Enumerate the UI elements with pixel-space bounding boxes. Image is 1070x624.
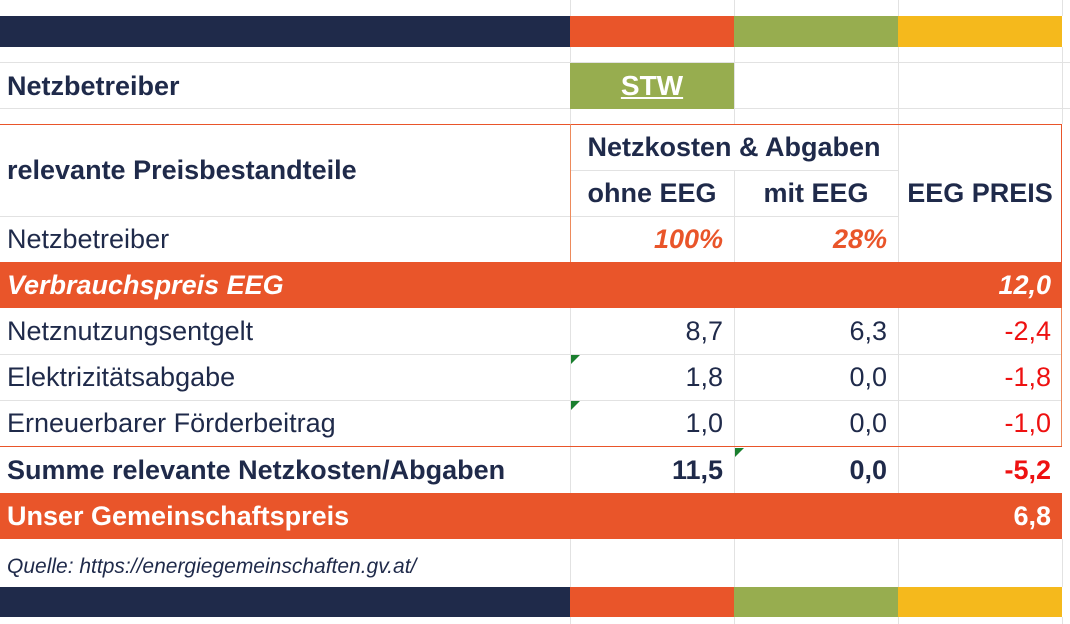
frame-line-right-rows [1061,308,1062,446]
grid-h-108 [0,108,1070,109]
grid-v-898-s [898,447,899,493]
gemeinschaftspreis-bar [0,493,1062,539]
section-label: relevante Preisbestandteile [7,154,357,185]
top-bar-orange [570,16,734,47]
grid-v-570 [570,0,571,16]
sum-value-mit: 0,0 [849,454,887,485]
bottom-bar-yellow [898,587,1062,617]
cell-comment-marker [571,401,580,410]
verbrauchspreis-value: 12,0 [998,269,1051,300]
grid-v-1062-c [1062,539,1063,587]
grid-h-216 [0,216,898,217]
grid-v-734-d [734,617,735,624]
cell-comment-marker [735,448,744,457]
grid-v-570-r [570,308,571,446]
share-ohne-eeg: 100% [653,223,723,254]
group-header-netzkosten: Netzkosten & Abgaben [587,131,881,162]
netzbetreiber-value-link[interactable]: STW [620,70,684,101]
grid-h-170 [570,170,898,171]
grid-v-734-b [734,47,735,124]
row-value-eeg: -2,4 [1004,315,1051,346]
row-value-ohne: 1,8 [685,361,723,392]
col-header-ohne-eeg: ohne EEG [587,177,717,208]
sum-label: Summe relevante Netzkosten/Abgaben [7,454,506,485]
grid-v-898-d [898,617,899,624]
netzbetreiber-label: Netzbetreiber [7,70,180,101]
grid-v-1062-d [1062,617,1063,624]
row-value-eeg: -1,0 [1004,407,1051,438]
sum-value-eeg: -5,2 [1004,454,1051,485]
grid-v-898-t [898,124,899,262]
row-label: Elektrizitätsabgabe [7,361,236,392]
grid-v-734-s [734,447,735,493]
netzbetreiber-value-cell[interactable]: STW [570,63,734,109]
row-value-mit: 0,0 [849,361,887,392]
grid-h-354 [0,354,1062,355]
grid-v-570-d [570,617,571,624]
grid-v-898-b [898,47,899,124]
share-label: Netzbetreiber [7,223,170,254]
col-header-eeg-preis: EEG PREIS [907,177,1053,208]
row-value-ohne: 1,0 [685,407,723,438]
bottom-bar-green [734,587,898,617]
share-mit-eeg: 28% [832,223,887,254]
sum-row-top-border [0,446,1062,447]
grid-v-734-r [734,308,735,446]
row-label: Netznutzungsentgelt [7,315,254,346]
cell-comment-marker [571,355,580,364]
grid-h-400 [0,400,1062,401]
row-value-ohne: 8,7 [685,315,723,346]
verbrauchspreis-bar [0,262,1062,308]
frame-line-v-570 [570,124,571,262]
sum-value-ohne: 11,5 [671,454,723,485]
grid-v-1062 [1062,0,1063,16]
grid-v-898 [898,0,899,16]
grid-v-898-c [898,539,899,587]
row-value-mit: 0,0 [849,407,887,438]
gemeinschaftspreis-value: 6,8 [1013,500,1051,531]
top-bar-yellow [898,16,1062,47]
bottom-bar-orange [570,587,734,617]
grid-h-62 [0,62,1070,63]
grid-v-734-c [734,539,735,587]
col-header-mit-eeg: mit EEG [763,177,869,208]
grid-v-570-s [570,447,571,493]
bottom-bar-navy [0,587,570,617]
table-frame [0,124,1062,262]
gemeinschaftspreis-label: Unser Gemeinschaftspreis [7,500,350,531]
row-value-eeg: -1,8 [1004,361,1051,392]
grid-v-1062-b [1062,47,1063,124]
grid-v-570-c [570,539,571,587]
row-value-mit: 6,3 [849,315,887,346]
grid-v-734 [734,0,735,16]
top-bar-navy [0,16,570,47]
top-bar-green [734,16,898,47]
source-note: Quelle: https://energiegemeinschaften.gv… [7,555,417,578]
verbrauchspreis-label: Verbrauchspreis EEG [7,269,284,300]
grid-v-898-r [898,308,899,446]
row-label: Erneuerbarer Förderbeitrag [7,407,336,438]
